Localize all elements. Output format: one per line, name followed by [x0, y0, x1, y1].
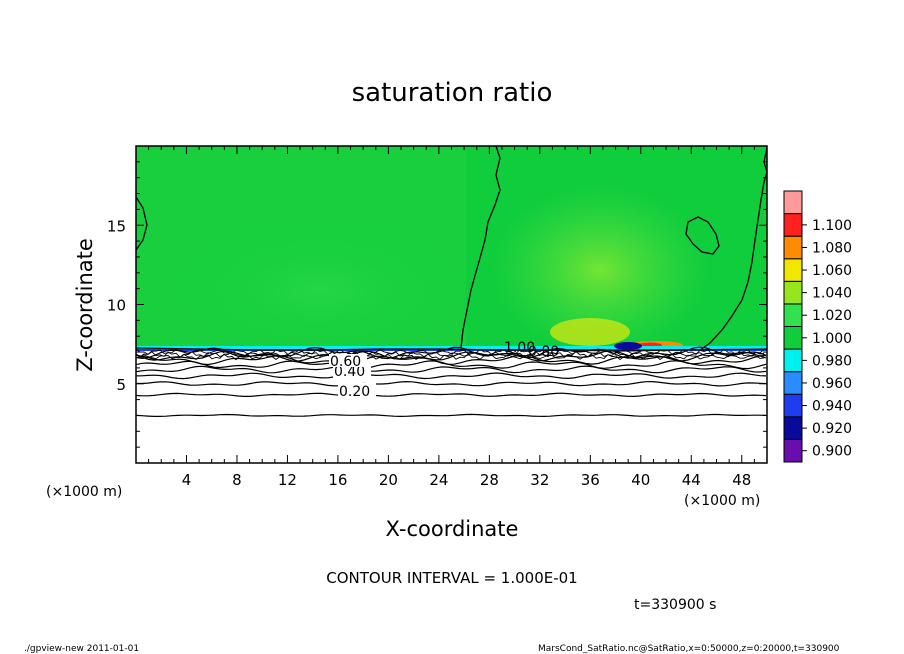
contour-line	[136, 360, 767, 370]
contour-line	[136, 351, 765, 358]
shading-yellow-patch	[550, 318, 630, 346]
colorbar-label: 1.060	[812, 263, 852, 279]
x-tick-label: 44	[682, 471, 701, 489]
y-tick-label: 10	[107, 297, 126, 315]
colorbar-label: 1.100	[812, 218, 852, 234]
x-axis: 4 8 12 16 20 24 28 32 36 40 44 48	[148, 146, 755, 489]
blue-dark-spot	[614, 342, 642, 350]
y-tick-label: 5	[116, 376, 126, 394]
time-text: t=330900 s	[634, 597, 716, 613]
shading-right-blob	[490, 185, 710, 355]
contour-lines	[136, 346, 767, 418]
colorbar-label: 0.940	[812, 399, 852, 415]
colorbar-segment	[783, 235, 803, 260]
contour-label-1.00: 1.00	[504, 340, 535, 356]
contour-line	[136, 348, 765, 356]
x-tick-label: 28	[480, 471, 499, 489]
contour-1.00-upper	[136, 196, 148, 251]
contour-label-0.40: 0.40	[334, 364, 365, 380]
contour-line	[136, 353, 765, 361]
contour-line	[136, 392, 767, 398]
x-axis-label: X-coordinate	[386, 517, 519, 541]
footer-right: MarsCond_SatRatio.nc@SatRatio,x=0:50000,…	[538, 644, 840, 654]
colorbar-segment	[783, 258, 803, 282]
y-tick-label: 15	[107, 217, 126, 235]
footer-left: ./gpview-new 2011-01-01	[24, 644, 139, 654]
colorbar-label: 1.000	[812, 331, 852, 347]
x-tick-label: 12	[278, 471, 297, 489]
colorbar-segment	[783, 280, 803, 305]
chart-title: saturation ratio	[352, 78, 553, 108]
colorbar-segment	[783, 438, 803, 463]
colorbar-label: 1.020	[812, 308, 852, 324]
plot-area	[136, 146, 767, 463]
x-tick-label: 16	[328, 471, 347, 489]
contour-near-saturation	[136, 347, 767, 352]
colorbar-segment	[783, 371, 803, 395]
x-tick-label: 20	[379, 471, 398, 489]
x-unit-left: (×1000 m)	[46, 484, 122, 500]
colorbar-segment	[783, 213, 803, 237]
x-tick-label: 48	[732, 471, 751, 489]
x-unit-right: (×1000 m)	[684, 493, 760, 509]
x-tick-label: 24	[429, 471, 448, 489]
colorbar-segment	[783, 393, 803, 418]
contour-interval-text: CONTOUR INTERVAL = 1.000E-01	[326, 569, 577, 587]
colorbar-segment	[783, 303, 803, 327]
contour-label-0.20: 0.20	[339, 384, 370, 400]
contour-1.00-loop	[685, 216, 720, 255]
colorbar-label: 0.960	[812, 376, 852, 392]
contour-line	[136, 372, 767, 380]
x-tick-label: 40	[631, 471, 650, 489]
x-tick-label: 8	[232, 471, 242, 489]
contour-line	[136, 365, 767, 374]
colorbar-segment	[783, 348, 803, 373]
contour-line	[136, 350, 767, 362]
x-tick-label: 36	[581, 471, 600, 489]
contour-line	[136, 413, 767, 418]
colorbar-segment	[783, 190, 803, 215]
contour-label-0.80: 0.80	[528, 344, 559, 360]
contour-1.00-middle	[460, 146, 501, 349]
x-tick-label: 4	[182, 471, 192, 489]
colorbar: 0.900 0.920 0.940 0.960 0.980 1.000 1.020 1.040…	[783, 190, 852, 463]
contour-line	[136, 380, 767, 387]
y-axis: 5 10 15	[107, 161, 767, 448]
x-tick-label: 32	[530, 471, 549, 489]
colorbar-label: 0.920	[812, 421, 852, 437]
colorbar-label: 1.080	[812, 240, 852, 256]
contour-labels: 0.20 0.40 0.60 0.80 1.00	[329, 340, 559, 400]
colorbar-label: 0.900	[812, 444, 852, 460]
colorbar-label: 0.980	[812, 353, 852, 369]
colorbar-label: 1.040	[812, 286, 852, 302]
y-axis-label: Z-coordinate	[73, 238, 97, 372]
shading-left-blob	[170, 220, 470, 360]
contour-label-0.60: 0.60	[330, 354, 361, 370]
colorbar-segment	[783, 326, 803, 350]
blue-band	[136, 349, 767, 351]
colorbar-segment	[783, 416, 803, 440]
